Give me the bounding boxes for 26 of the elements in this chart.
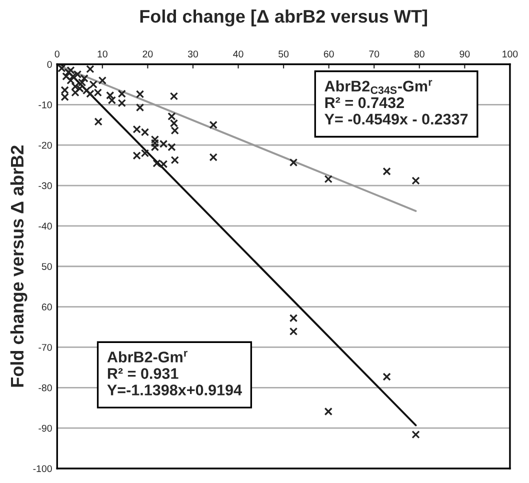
y-tick-label: -30: [38, 182, 52, 190]
x-tick-label: 50: [278, 50, 289, 58]
x-tick-label: 40: [233, 50, 244, 58]
x-tick-label: 0: [54, 50, 60, 58]
x-tick-label: 70: [369, 50, 380, 58]
y-tick-label: -90: [38, 424, 52, 432]
y-axis-title: Fold change versus Δ abrB2: [10, 146, 28, 387]
x-tick-label: 100: [502, 50, 518, 58]
x-tick-label: 90: [460, 50, 470, 58]
x-tick-label: 60: [324, 50, 334, 58]
y-tick-label: -10: [38, 101, 52, 108]
y-tick-label: -40: [38, 222, 52, 230]
x-tick-label: 30: [188, 50, 198, 58]
y-tick-label: -70: [38, 344, 52, 351]
x-tick-label: 10: [98, 50, 108, 58]
y-tick-label: -80: [38, 384, 52, 392]
text: AbrB2$_{C34S}$-Gm$^{r}$ R² = 0.7432 Y= -0.4549x - 0.2337: [324, 80, 468, 125]
y-tick-label: 0: [47, 60, 52, 68]
chart-title: Fold change [Δ abrB2 versus WT]: [140, 9, 427, 26]
x-tick-label: 20: [142, 50, 153, 58]
text: AbrB2-Gm$^{r}$ R² = 0.931 Y=-1.1398x+0.9194: [107, 350, 242, 396]
y-tick-label: -100: [33, 465, 52, 472]
y-tick-label: 50: [42, 263, 52, 270]
y-tick-label: 60: [42, 304, 52, 310]
x-tick-label: 80: [414, 50, 424, 58]
y-tick-label: -20: [38, 142, 52, 149]
